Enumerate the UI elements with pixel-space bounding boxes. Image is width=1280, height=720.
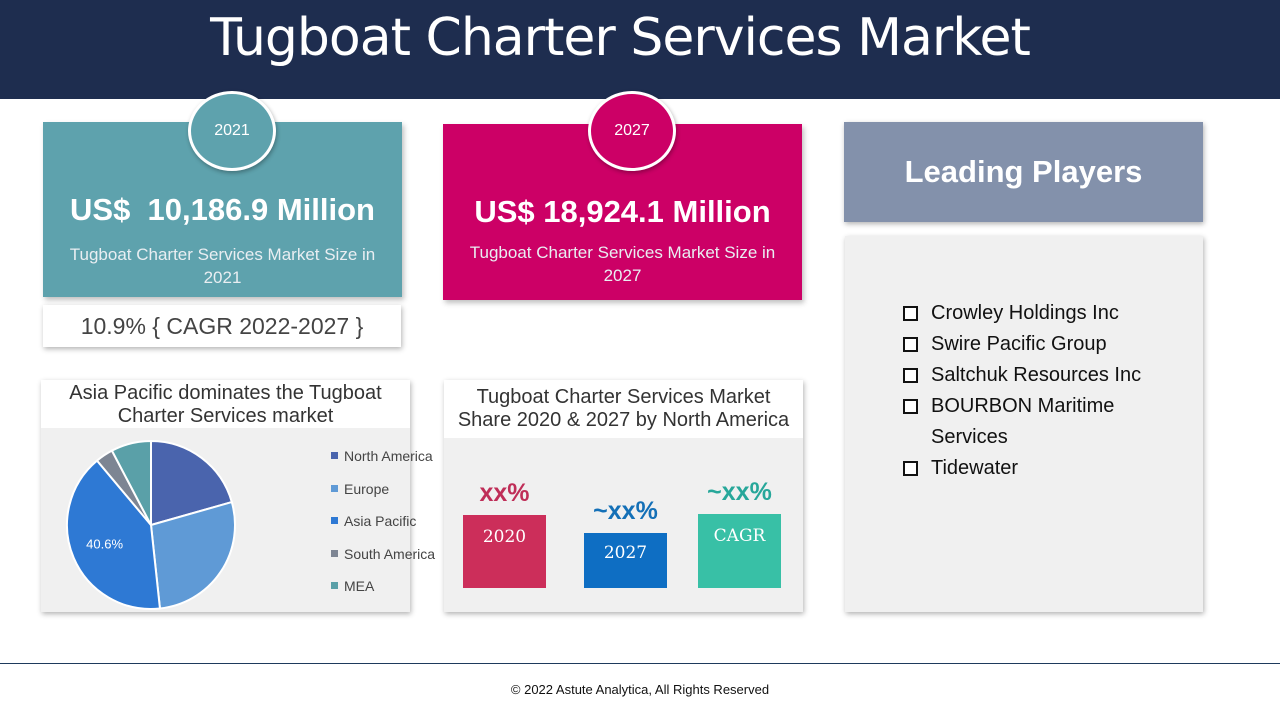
market-size-2021-value: US$ 10,186.9 Million: [70, 192, 375, 227]
legend-swatch: [331, 549, 338, 557]
player-item: Saltchuk Resources Inc: [903, 360, 1193, 391]
year-2021-bubble: 2021: [188, 91, 276, 171]
legend-label: Europe: [344, 480, 390, 497]
legend-swatch: [331, 452, 338, 459]
bar-chart-title: Tugboat Charter Services Market Share 20…: [444, 380, 803, 438]
legend-label: North America: [344, 448, 433, 464]
legend-item: South America: [331, 546, 435, 562]
header-bar: Tugboat Charter Services Market: [0, 0, 1280, 99]
player-item: Crowley Holdings Inc: [903, 298, 1193, 329]
player-name: BOURBON Maritime Services: [931, 395, 1115, 448]
bar-top-label: xx%: [479, 479, 530, 507]
checkbox-icon: [903, 306, 918, 321]
north-america-share-panel: Tugboat Charter Services Market Share 20…: [444, 380, 803, 612]
player-name: Crowley Holdings Inc: [931, 302, 1119, 324]
player-item: Swire Pacific Group: [903, 329, 1193, 360]
pie-chart-title: Asia Pacific dominates the Tugboat Chart…: [41, 380, 410, 428]
legend-item: MEA: [331, 578, 374, 594]
legend-item: Europe: [331, 481, 389, 497]
player-item: BOURBON Maritime Services: [903, 391, 1193, 453]
player-name: Saltchuk Resources Inc: [931, 364, 1142, 386]
legend-swatch: [331, 582, 338, 589]
player-name: Swire Pacific Group: [931, 333, 1107, 355]
pie-slice-north-america: [150, 439, 234, 527]
footer-divider: [0, 663, 1280, 664]
market-size-2027-caption: Tugboat Charter Services Market Size in …: [469, 243, 776, 285]
legend-label: South America: [344, 545, 436, 562]
leading-players-list: Crowley Holdings Inc Swire Pacific Group…: [903, 298, 1193, 484]
pie-slice-mea: [110, 439, 152, 526]
legend-swatch: [331, 484, 338, 492]
market-size-2027-value: US$ 18,924.1 Million: [474, 194, 771, 229]
copyright-footer: © 2022 Astute Analytica, All Rights Rese…: [510, 682, 770, 697]
pie-slice-asia-pacific: [66, 459, 162, 610]
region-pie-panel: Asia Pacific dominates the Tugboat Chart…: [41, 380, 435, 612]
year-2027-bubble: 2027: [588, 91, 676, 171]
bar-top-label: ~xx%: [593, 497, 658, 525]
legend-label: Asia Pacific: [344, 513, 417, 529]
bar-top-label: ~xx%: [707, 478, 772, 506]
checkbox-icon: [903, 368, 918, 383]
player-item: Tidewater: [903, 453, 1193, 484]
checkbox-icon: [903, 461, 918, 476]
checkbox-icon: [903, 399, 918, 414]
leading-players-panel: Crowley Holdings Inc Swire Pacific Group…: [845, 236, 1203, 612]
pie-chart: 40.6%: [66, 439, 236, 610]
bar-2027: 2027: [584, 533, 667, 588]
legend-label: MEA: [344, 578, 375, 594]
pie-slice-europe: [149, 500, 236, 610]
leading-players-heading: Leading Players: [844, 122, 1203, 222]
legend-item: Asia Pacific: [331, 513, 416, 529]
bar-cagr: CAGR: [698, 514, 781, 588]
cagr-box: 10.9% { CAGR 2022-2027 }: [43, 305, 401, 347]
market-size-2021-caption: Tugboat Charter Services Market Size in …: [69, 245, 376, 287]
checkbox-icon: [903, 337, 918, 352]
pie-data-label: 40.6%: [86, 537, 123, 552]
bar-2020: 2020: [463, 515, 546, 588]
legend-item: North America: [331, 448, 433, 464]
player-name: Tidewater: [931, 457, 1019, 479]
legend-swatch: [331, 517, 338, 524]
page-title: Tugboat Charter Services Market: [210, 8, 1031, 68]
